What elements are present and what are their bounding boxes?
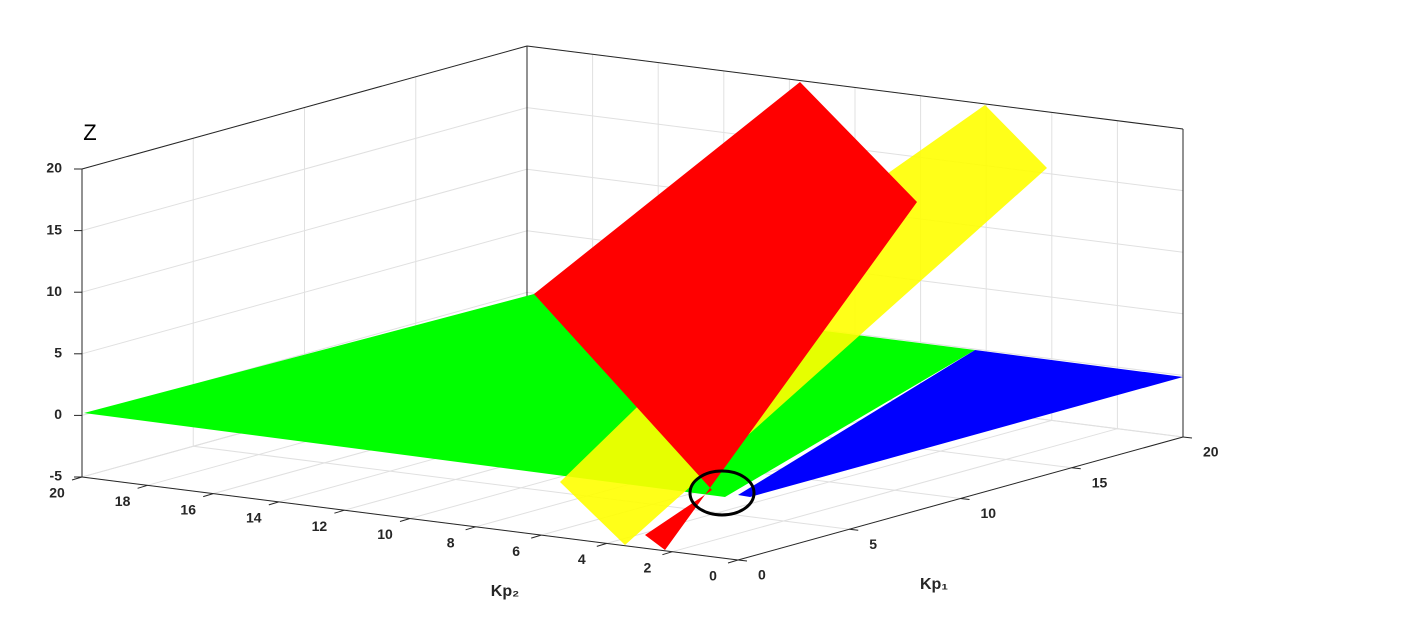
x-tick-label: 5	[869, 536, 877, 552]
z-tick-label: 5	[54, 345, 62, 361]
axis-line	[81, 45, 528, 170]
y-axis-label: Kp₂	[491, 583, 519, 600]
grid-line	[81, 107, 528, 232]
y-tick-label: 14	[246, 510, 262, 526]
highlight-circle	[688, 469, 756, 517]
tick-mark	[1071, 467, 1081, 470]
x-tick-label: 10	[981, 505, 997, 521]
z-tick-label: 0	[54, 406, 62, 422]
tick-mark	[203, 493, 214, 498]
x-tick-label: 20	[1203, 444, 1219, 460]
y-tick-label: 16	[180, 501, 196, 517]
x-tick-label: 0	[758, 567, 766, 583]
z-axis-label: Z	[83, 120, 96, 145]
axis-line	[526, 45, 1184, 130]
surface	[738, 350, 1183, 497]
tick-mark	[399, 518, 411, 522]
surface	[534, 82, 917, 550]
tick-mark	[596, 542, 607, 547]
x-axis-label: Kp₁	[920, 576, 948, 593]
grid-line	[672, 428, 1118, 553]
y-tick-label: 4	[578, 551, 586, 567]
grid-line	[81, 230, 528, 355]
y-tick-label: 18	[115, 493, 131, 509]
grid-line	[81, 168, 528, 293]
y-tick-label: 2	[644, 559, 652, 575]
x-tick-label: 15	[1092, 474, 1108, 490]
y-tick-label: 0	[709, 568, 717, 584]
surfaces	[84, 82, 1183, 550]
z-tick-label: 10	[46, 283, 62, 299]
tick-mark	[727, 559, 739, 564]
tick-mark	[737, 559, 748, 562]
tick-mark	[849, 528, 859, 531]
tick-mark	[531, 534, 542, 539]
tick-mark	[1182, 436, 1193, 439]
y-tick-label: 8	[447, 535, 455, 551]
y-tick-label: 12	[312, 518, 328, 534]
tick-mark	[662, 551, 673, 556]
tick-mark	[334, 509, 345, 514]
z-tick-label: 20	[46, 160, 62, 176]
tick-mark	[137, 484, 148, 489]
z-tick-label: 15	[46, 221, 62, 237]
z-tick-label: -5	[50, 468, 63, 484]
tick-mark	[268, 501, 279, 506]
y-tick-label: 6	[512, 543, 520, 559]
tick-mark	[465, 526, 476, 531]
tick-mark	[960, 498, 970, 500]
y-tick-label: 20	[49, 485, 65, 501]
y-tick-label: 10	[377, 526, 393, 542]
